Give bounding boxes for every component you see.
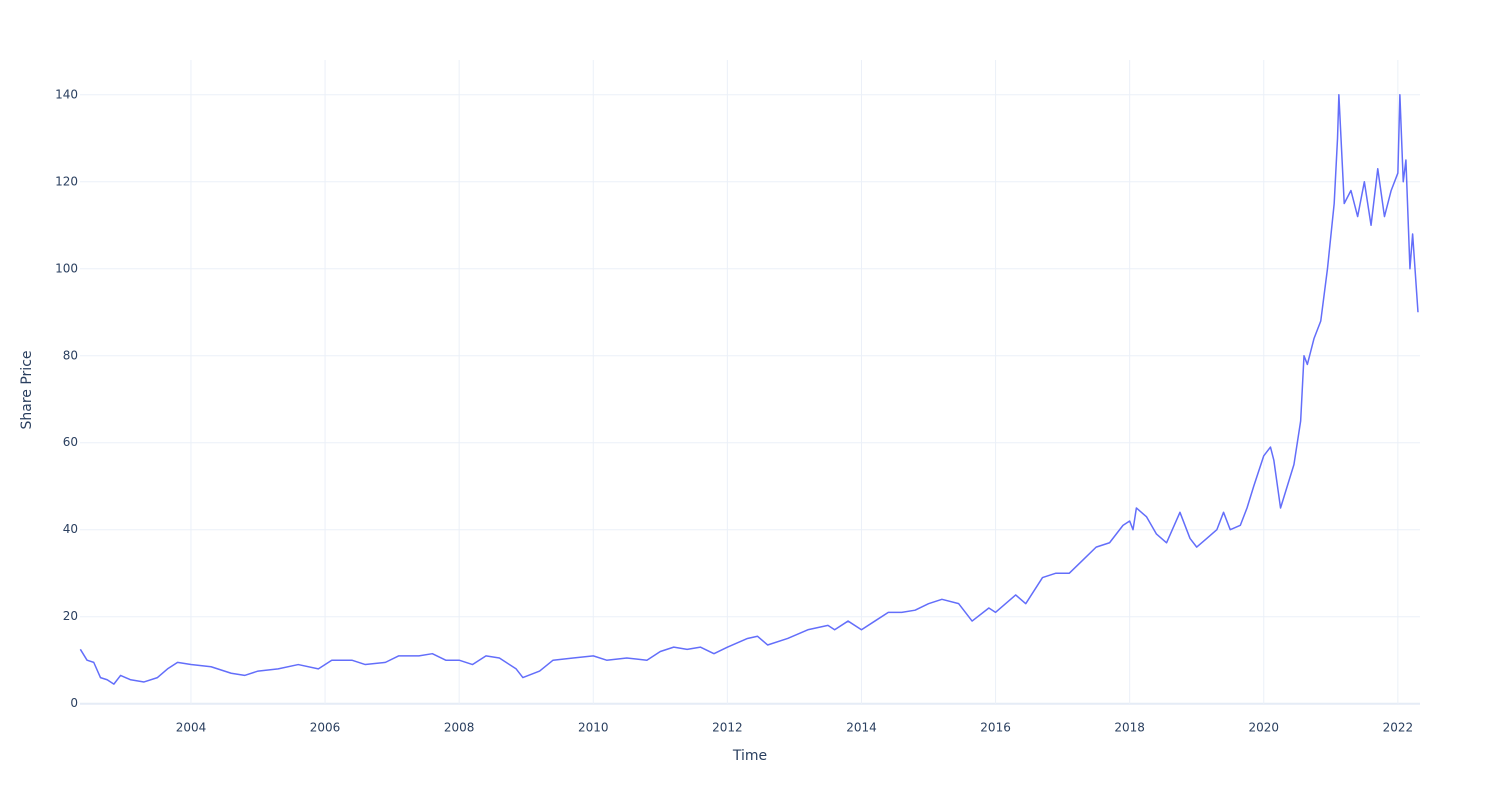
x-tick-label: 2018 (1114, 721, 1145, 735)
plot (79, 94, 1419, 685)
y-tick-label: 40 (63, 522, 78, 536)
x-tick-label: 2014 (846, 721, 877, 735)
x-tick-label: 2004 (176, 721, 207, 735)
price-line (79, 94, 1419, 685)
x-tick-label: 2012 (712, 721, 743, 735)
grid (80, 60, 1420, 705)
x-tick-label: 2016 (980, 721, 1011, 735)
y-tick-label: 80 (63, 348, 78, 362)
y-tick-label: 140 (55, 87, 78, 101)
y-tick-label: 100 (55, 261, 78, 275)
y-axis-title: Share Price (19, 350, 35, 429)
y-tick-label: 60 (63, 435, 78, 449)
y-tick-label: 20 (63, 609, 78, 623)
y-tick-label: 120 (55, 174, 78, 188)
x-tick-label: 2022 (1383, 721, 1414, 735)
x-axis-title: Time (732, 748, 767, 764)
x-tick-label: 2020 (1248, 721, 1279, 735)
x-tick-label: 2008 (444, 721, 475, 735)
x-tick-label: 2006 (310, 721, 341, 735)
y-tick-label: 0 (70, 696, 78, 710)
x-tick-label: 2010 (578, 721, 609, 735)
